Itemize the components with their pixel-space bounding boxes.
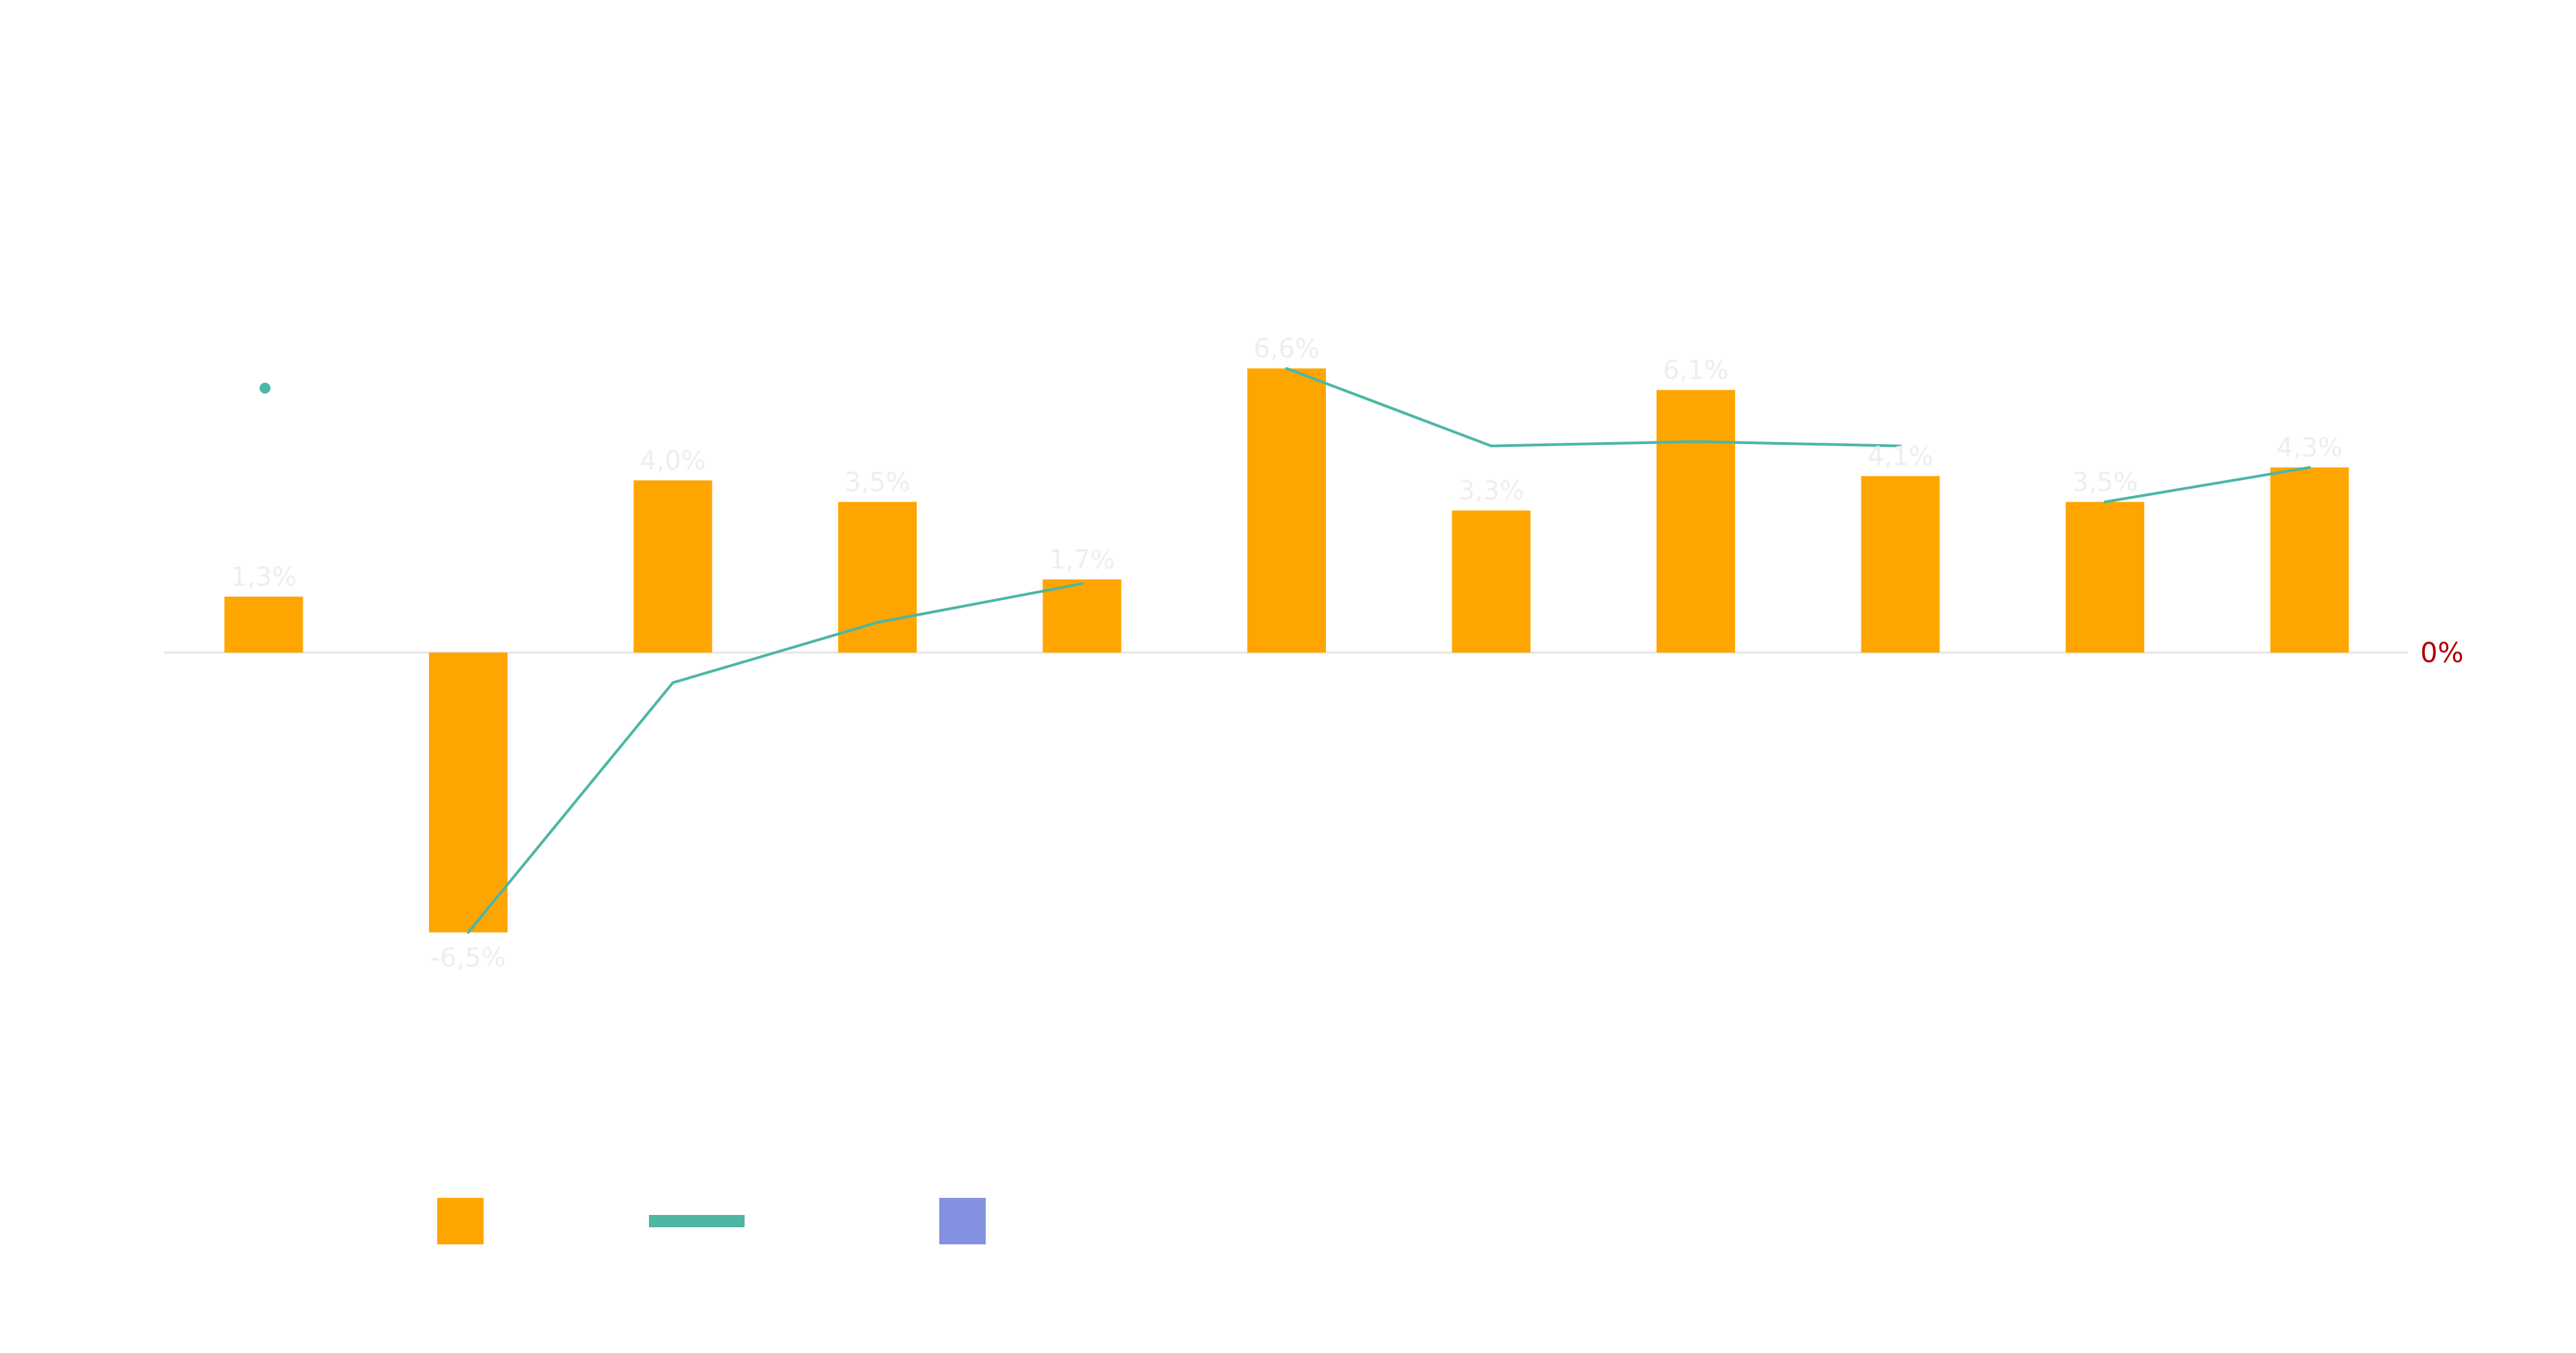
bar-8 (1861, 476, 1940, 653)
bar-9 (2066, 502, 2144, 653)
bar-value-label-3: 3,5% (844, 467, 911, 497)
legend-marker-0 (437, 1198, 484, 1244)
bar-5 (1247, 368, 1326, 653)
labels-layer: 1,3% -6,5% 4,0% 3,5% 1,7% 6,6% 3,3% 6,1% 4,1% 3,5… (231, 333, 2343, 972)
bar-value-label-10: 4,3% (2277, 433, 2343, 463)
line-point-isolated (260, 383, 271, 394)
bar-value-label-2: 4,0% (640, 446, 706, 476)
bar-2 (633, 480, 712, 653)
line-segment-1 (467, 582, 1083, 934)
bar-value-label-1: -6,5% (430, 943, 505, 973)
legend (437, 1198, 986, 1244)
bar-4 (1042, 579, 1122, 653)
bar-10 (2270, 467, 2349, 653)
bars-layer (224, 368, 2349, 933)
legend-marker-1 (649, 1215, 745, 1227)
bar-value-label-6: 3,3% (1458, 476, 1525, 506)
bar-value-label-0: 1,3% (231, 562, 297, 592)
bar-value-label-9: 3,5% (2072, 467, 2138, 497)
line-segment-2 (1285, 367, 1902, 448)
bar-value-label-5: 6,6% (1254, 333, 1320, 364)
bar-value-label-8: 4,1% (1868, 441, 1934, 472)
line-layer (260, 367, 2311, 934)
legend-marker-2 (939, 1198, 986, 1244)
bar-value-label-4: 1,7% (1049, 545, 1116, 575)
bar-0 (224, 597, 303, 653)
line-segment-3 (2103, 466, 2311, 504)
bar-6 (1452, 510, 1531, 653)
zero-line-label: 0% (2420, 638, 2463, 669)
bar-3 (838, 502, 917, 653)
bar-7 (1657, 390, 1735, 653)
bar-1 (429, 653, 508, 933)
bar-value-label-7: 6,1% (1663, 355, 1729, 385)
